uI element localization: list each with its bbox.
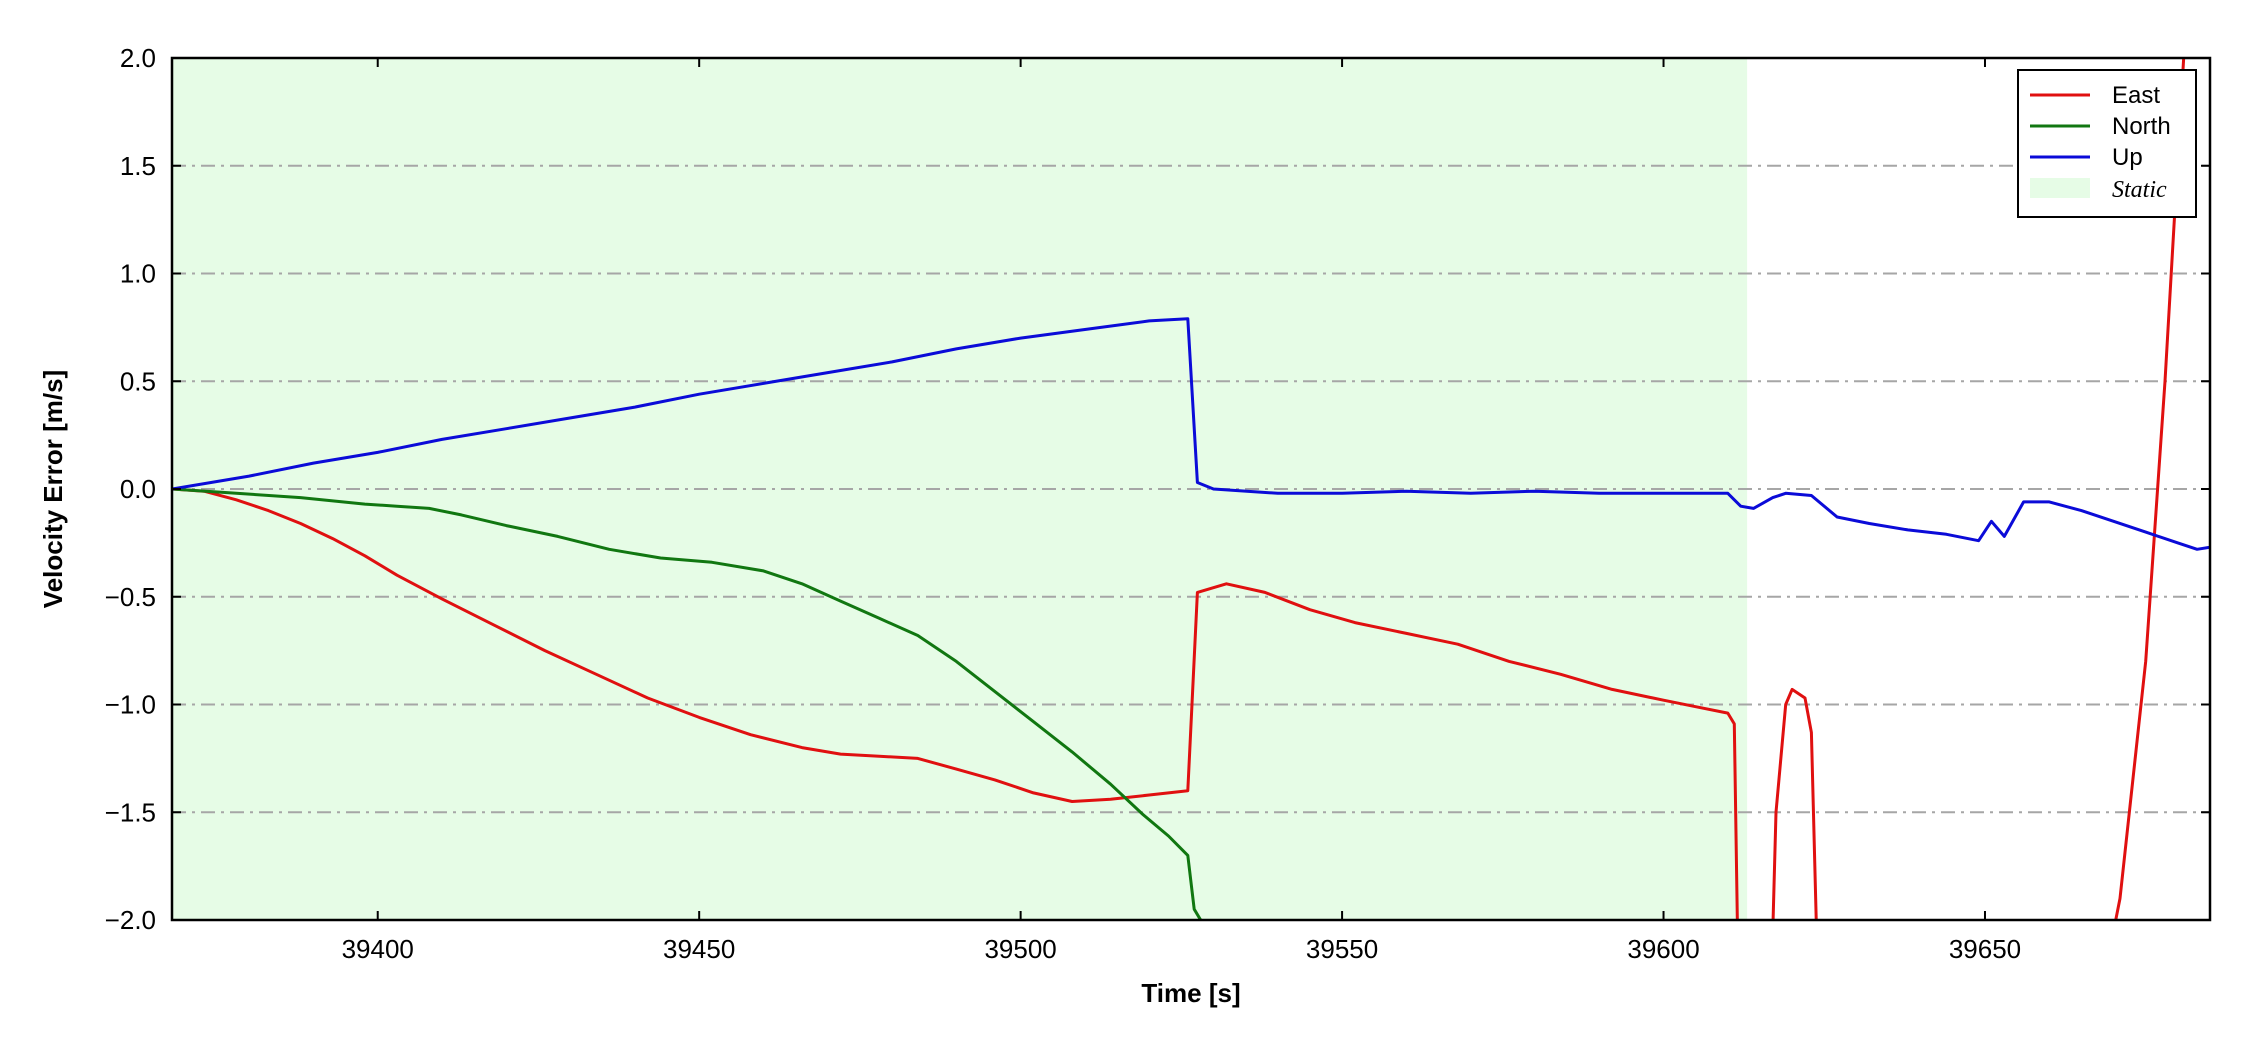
x-tick-label-0: 39400 [342,934,414,964]
series-line-up [172,317,2210,551]
y-tick-label-8: 2.0 [120,43,156,73]
y-tick-label-0: −2.0 [105,905,156,935]
legend-label-up: Up [2112,144,2143,171]
x-tick-label-4: 39600 [1627,934,1699,964]
x-axis-label: Time [s] [1141,978,1240,1008]
y-tick-label-6: 1.0 [120,259,156,289]
legend: East North Up Static [2017,69,2197,218]
axis-ticks: −2.0 −1.5 −1.0 −0.5 0.0 0.5 1.0 1.5 2.0 39400 3945… [105,43,2210,964]
x-tick-label-3: 39550 [1306,934,1378,964]
x-tick-label-1: 39450 [663,934,735,964]
y-tick-label-4: 0.0 [120,474,156,504]
series-line-north [172,487,1203,920]
x-tick-label-2: 39500 [984,934,1056,964]
legend-label-east: East [2112,82,2160,109]
y-tick-label-7: 1.5 [120,151,156,181]
y-tick-label-5: 0.5 [120,366,156,396]
y-axis-label: Velocity Error [m/s] [38,370,68,608]
y-tick-label-2: −1.0 [105,690,156,720]
series-lines [172,58,2210,920]
x-tick-label-5: 39650 [1949,934,2021,964]
legend-label-static: Static [2112,177,2167,203]
y-tick-label-1: −1.5 [105,797,156,827]
legend-swatch-static [2030,178,2090,198]
series-line-east [172,58,2186,920]
y-tick-label-3: −0.5 [105,582,156,612]
legend-label-north: North [2112,113,2171,140]
